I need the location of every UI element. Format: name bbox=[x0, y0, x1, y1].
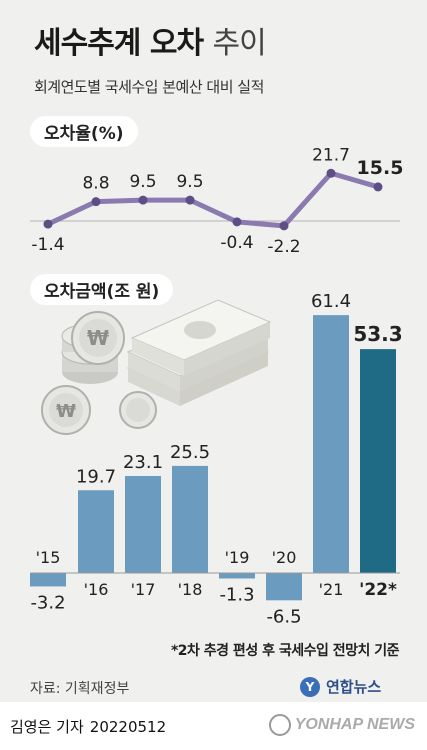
rate-point bbox=[185, 195, 195, 205]
year-tick-label: '18 bbox=[178, 580, 203, 599]
amount-bar bbox=[313, 315, 349, 573]
yonhap-logo-icon: Y bbox=[300, 676, 320, 697]
rate-data-label: -2.2 bbox=[267, 237, 300, 257]
source-text: 자료: 기획재정부 bbox=[30, 681, 130, 697]
amount-data-label: 25.5 bbox=[170, 442, 210, 463]
amount-section-label: 오차금액(조 원) bbox=[30, 274, 174, 305]
amount-bar bbox=[125, 475, 161, 573]
yonhap-emblem-icon bbox=[268, 714, 291, 736]
year-tick-label: '15 bbox=[36, 548, 61, 567]
year-tick-label: '16 bbox=[84, 580, 109, 599]
rate-line-chart: -1.4 8.8 9.5 9.5 -0.4 -2.2 21.7 15.5 bbox=[30, 145, 403, 257]
amount-data-label: -1.3 bbox=[219, 584, 254, 605]
page-title: 세수추계 오차 추이 bbox=[34, 18, 267, 62]
title-main: 세수추계 오차 bbox=[34, 26, 204, 61]
coin-stack-icon: ₩ ₩ bbox=[41, 311, 157, 435]
publish-date: 20220512 bbox=[89, 718, 167, 736]
amount-data-label: 19.7 bbox=[76, 466, 116, 487]
amount-bar bbox=[172, 465, 208, 573]
title-suffix: 추이 bbox=[212, 26, 267, 61]
year-tick-label: '20 bbox=[272, 548, 297, 567]
year-tick-label: '17 bbox=[131, 580, 156, 599]
rate-point bbox=[232, 217, 242, 227]
svg-text:₩: ₩ bbox=[56, 401, 76, 422]
rate-point bbox=[279, 221, 289, 231]
yonhap-brand-text: YONHAP NEWS bbox=[294, 716, 415, 733]
yonhap-logo-text: 연합뉴스 bbox=[326, 678, 382, 696]
amount-data-label: -6.5 bbox=[266, 606, 301, 627]
rate-point bbox=[138, 195, 148, 205]
amount-bar bbox=[360, 349, 396, 573]
chart-canvas: ₩ ₩ -1.4 8.8 9.5 9.5 -0.4 -2.2 21.7 15.5 -3.2 '1… bbox=[30, 145, 403, 627]
amount-bar bbox=[78, 490, 114, 573]
footnote: *2차 추경 편성 후 국세수입 전망치 기준 bbox=[170, 643, 400, 659]
amount-data-label: 53.3 bbox=[353, 322, 402, 346]
reporter-credit: 김영은 기자 20220512 bbox=[10, 716, 166, 737]
yonhap-news-brand: YONHAP NEWS bbox=[268, 714, 415, 736]
rate-data-label: 21.7 bbox=[312, 145, 350, 165]
rate-point bbox=[43, 219, 53, 229]
rate-point bbox=[373, 182, 383, 192]
banknote-stack-icon bbox=[126, 299, 272, 406]
rate-data-label: 8.8 bbox=[82, 174, 109, 194]
amount-data-label: -3.2 bbox=[30, 592, 65, 613]
yonhap-logo: Y 연합뉴스 bbox=[300, 676, 381, 697]
rate-point bbox=[91, 197, 101, 207]
rate-point bbox=[326, 168, 336, 178]
amount-bar bbox=[219, 573, 255, 579]
amount-bar-chart: -3.2 '15 19.7 '16 23.1 '17 25.5 '18 -1.3 '19 -6.5 '… bbox=[30, 291, 403, 627]
amount-data-label: 61.4 bbox=[311, 291, 351, 312]
bottom-credit-bar: 김영은 기자 20220512 YONHAP NEWS bbox=[0, 702, 427, 750]
year-tick-label: '22* bbox=[359, 580, 397, 600]
year-tick-label: '21 bbox=[319, 580, 344, 599]
amount-bar bbox=[30, 573, 66, 587]
rate-data-label: 9.5 bbox=[176, 172, 203, 192]
rate-series-line bbox=[45, 170, 381, 229]
amount-data-label: 23.1 bbox=[123, 452, 163, 473]
rate-data-label: -0.4 bbox=[220, 233, 253, 253]
page-subtitle: 회계연도별 국세수입 본예산 대비 실적 bbox=[34, 78, 264, 96]
rate-section-label: 오차율(%) bbox=[30, 116, 138, 147]
svg-text:₩: ₩ bbox=[87, 326, 109, 350]
rate-data-label: -1.4 bbox=[31, 235, 64, 255]
rate-data-label: 9.5 bbox=[129, 172, 156, 192]
amount-bar bbox=[266, 573, 302, 601]
reporter-name: 김영은 기자 bbox=[10, 718, 84, 736]
money-illustration: ₩ ₩ bbox=[41, 299, 272, 435]
rate-data-label: 15.5 bbox=[357, 157, 404, 179]
year-tick-label: '19 bbox=[225, 548, 250, 567]
